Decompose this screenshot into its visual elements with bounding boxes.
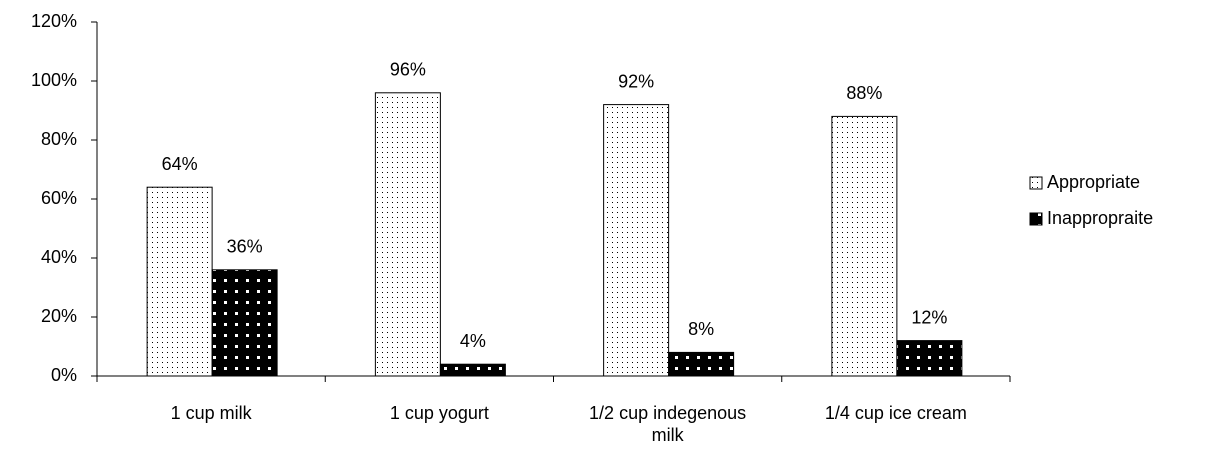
bar [668, 351, 735, 377]
value-label: 64% [162, 154, 198, 174]
y-tick-label: 120% [31, 11, 77, 31]
bar [211, 269, 278, 377]
bar [439, 363, 506, 377]
x-tick-label: 1 cup yogurt [389, 403, 489, 423]
value-label: 96% [390, 60, 426, 80]
bar [831, 115, 898, 377]
y-tick-label: 80% [41, 129, 77, 149]
value-label: 12% [911, 307, 947, 327]
y-tick-label: 100% [31, 70, 77, 90]
bar [896, 340, 963, 377]
value-label: 36% [227, 237, 263, 257]
value-label: 88% [846, 83, 882, 103]
y-tick-label: 20% [41, 306, 77, 326]
legend-label: Inappropraite [1047, 208, 1153, 228]
legend-swatch [1029, 176, 1043, 190]
y-tick-label: 40% [41, 247, 77, 267]
value-label: 92% [618, 71, 654, 91]
y-tick-label: 0% [51, 365, 77, 385]
bar [603, 104, 670, 377]
bar [374, 92, 441, 377]
x-tick-label: 1 cup milk [170, 403, 252, 423]
value-label: 4% [460, 331, 486, 351]
legend-label: Appropriate [1047, 172, 1140, 192]
x-tick-label: 1/4 cup ice cream [824, 403, 967, 423]
x-tick-label: 1/2 cup indegenous milk [589, 403, 747, 445]
value-label: 8% [688, 319, 714, 339]
y-tick-label: 60% [41, 188, 77, 208]
legend-swatch [1029, 212, 1043, 226]
bar [146, 186, 213, 377]
